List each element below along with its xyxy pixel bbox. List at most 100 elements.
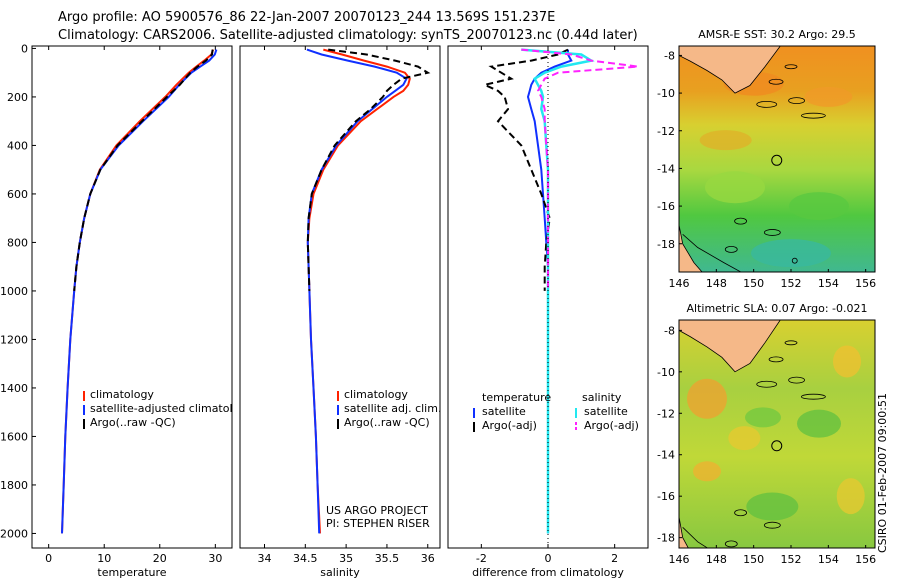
sla_map-coast-line <box>682 527 709 548</box>
sst_map-xtick-label: 154 <box>818 277 839 290</box>
sla_map-ytick-label: -8 <box>664 324 675 337</box>
temperature-ytick-label: 800 <box>7 236 28 249</box>
sal-legend-label: Argo(..raw -QC) <box>344 416 430 429</box>
sst_map-ytick-label: -18 <box>657 238 675 251</box>
temperature-ytick-label: 1200 <box>0 333 28 346</box>
temperature-ytick-label: 400 <box>7 139 28 152</box>
sst_map-land-australia <box>679 224 703 272</box>
salinity-panel: 34 34.5 35 35.5 36 salinity climatologysatelli… <box>239 45 441 579</box>
sla_map-ytick-label: -16 <box>657 490 675 503</box>
temperature-xlabel: temperature <box>97 566 166 579</box>
sla_map-field-patch <box>687 378 727 419</box>
sla_map-field-patch <box>836 478 865 515</box>
difference-xtick-label: 2 <box>611 552 618 565</box>
temperature-axes-frame <box>31 45 233 549</box>
sla_map-reef-outline <box>784 340 798 346</box>
sst_map-ytick-label: -10 <box>657 87 675 100</box>
temp-legend-label: satellite-adjusted climatology <box>90 402 253 415</box>
temperature-xtick-label: 30 <box>208 552 222 565</box>
climatology-title: Climatology: CARS2006. Satellite-adjuste… <box>58 28 638 43</box>
sst_map-field-patch <box>699 130 752 151</box>
sla_map-field-patch <box>745 407 781 428</box>
sal-legend-label: climatology <box>344 388 408 401</box>
project-annotation: PI: STEPHEN RISER <box>326 517 430 530</box>
sla_map-xtick-label: 156 <box>855 553 876 566</box>
sst_map-frame <box>678 45 876 273</box>
sla_map-xtick-label: 154 <box>818 553 839 566</box>
sla_map-ytick-label: -12 <box>657 407 675 420</box>
sla_map-xtick-label: 150 <box>743 553 764 566</box>
diff-legend-label: Argo(-adj) <box>584 419 639 432</box>
sla_map-reef-outline <box>768 356 784 363</box>
profile-title: Argo profile: AO 5900576_86 22-Jan-2007 … <box>58 10 556 25</box>
diff-legend-label: Argo(-adj) <box>482 419 537 432</box>
sla_map-reef-outline <box>801 393 826 400</box>
sst_map-xtick-label: 146 <box>669 277 690 290</box>
sla_map-xtick-label: 146 <box>669 553 690 566</box>
salinity-axes-frame <box>239 45 441 549</box>
sst_map-field-patch <box>751 239 831 268</box>
sla_map-field-patch <box>728 426 761 451</box>
salinity-xtick-label: 35.5 <box>375 552 400 565</box>
sla_map-reef-outline <box>734 509 747 517</box>
sst_map-coast-line <box>682 233 742 272</box>
difference-xtick-label: -2 <box>476 552 487 565</box>
sst_map-ytick-label: -16 <box>657 200 675 213</box>
sst_map-reef-outline <box>763 229 781 236</box>
sla_map-ytick-label: -18 <box>657 532 675 545</box>
sst_map-xtick-label: 156 <box>855 277 876 290</box>
sst_map-xtick-label: 150 <box>743 277 764 290</box>
temperature-ytick-label: 200 <box>7 91 28 104</box>
sst_map-reef-outline <box>801 112 826 119</box>
sst_map-land-newguinea <box>679 46 781 94</box>
sst_map-xtick-label: 148 <box>706 277 727 290</box>
sst_map-ytick-label: -8 <box>664 49 675 62</box>
salinity-xtick-label: 35 <box>339 552 353 565</box>
sst_map-field <box>679 46 875 272</box>
temperature-panel: 0 10 20 30 temperature 0 200 400 600 800 1000 1200 1… <box>0 42 253 579</box>
sla_map-reef-outline <box>788 376 805 384</box>
argo-temp-line <box>73 49 214 291</box>
sst_map-title: AMSR-E SST: 30.2 Argo: 29.5 <box>698 28 856 41</box>
sst_map-reef-outline <box>724 245 738 253</box>
sla_map-land-australia <box>679 516 689 548</box>
sla_map-field-patch <box>833 345 861 378</box>
sla_map-xtick-label: 148 <box>706 553 727 566</box>
difference-xtick-label: 0 <box>545 552 552 565</box>
sst_map-reef-outline <box>756 100 778 108</box>
sst_map-field-patch <box>804 86 853 107</box>
temp-legend-label: Argo(..raw -QC) <box>90 416 176 429</box>
sla_map-reef-outline <box>724 540 738 548</box>
sla_map-field-patch <box>746 492 799 521</box>
sla_map-field-patch <box>797 409 841 438</box>
sla_map-title: Altimetric SLA: 0.07 Argo: -0.021 <box>687 302 868 315</box>
sst_map-reef-outline <box>734 217 747 225</box>
sla_map-xtick-label: 152 <box>781 553 802 566</box>
sst_map-xtick-label: 152 <box>781 277 802 290</box>
diff-legend-label: satellite <box>584 405 628 418</box>
temperature-ytick-label: 0 <box>21 42 28 55</box>
sla_map-land-newguinea <box>679 320 781 373</box>
temperature-lines <box>61 49 218 534</box>
temp-legend-clip <box>233 388 239 428</box>
sla_map-reef-outline <box>763 521 781 529</box>
sla_map-field-patch <box>693 461 721 482</box>
project-annotation: US ARGO PROJECT <box>326 504 428 517</box>
salinity-xlabel: salinity <box>320 566 360 579</box>
temperature-xtick-label: 10 <box>97 552 111 565</box>
sst_map-ytick-label: -14 <box>657 162 675 175</box>
temperature-ytick-label: 1600 <box>0 430 28 443</box>
temperature-ytick-label: 2000 <box>0 527 28 540</box>
temperature-ytick-label: 1400 <box>0 382 28 395</box>
temperature-xtick-label: 0 <box>45 552 52 565</box>
sla_map-panel: Altimetric SLA: 0.07 Argo: -0.021 146 148 1… <box>657 302 876 566</box>
salinity-xtick-label: 36 <box>421 552 435 565</box>
sst_map-field-patch <box>789 192 849 221</box>
sla_map-ytick-label: -10 <box>657 366 675 379</box>
argo-sal-line <box>306 48 431 291</box>
sst_map-small-marker <box>791 257 798 264</box>
temp-legend-label: climatology <box>90 388 154 401</box>
salinity-xtick-label: 34 <box>257 552 271 565</box>
